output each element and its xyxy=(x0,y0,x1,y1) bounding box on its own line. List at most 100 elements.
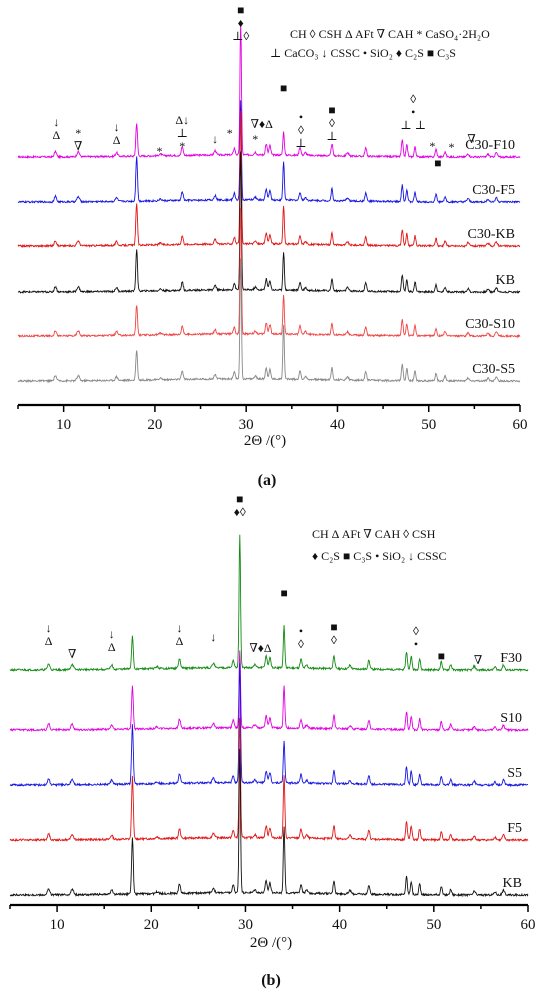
series-label-s10: S10 xyxy=(500,711,522,726)
phase-marker: • xyxy=(299,110,303,124)
phase-marker: Δ xyxy=(176,634,184,648)
x-tick-label: 60 xyxy=(513,417,528,433)
panel-b-legend-row-2: ♦ C₂S ■ C₃S • SiO₂ ↓ CSSC xyxy=(312,549,447,563)
panel-a-traces: C30-F10 C30-F5 C30-KB KB C30-S10 C30-S5 xyxy=(17,22,521,384)
panel-a-x-axis-label: 2Θ /(°) xyxy=(244,433,286,449)
xrd-trace-c30-s5 xyxy=(17,258,521,384)
panel-b-label: (b) xyxy=(261,972,281,989)
x-tick-label: 50 xyxy=(426,917,441,933)
panel-b-x-axis: 10 20 30 40 50 60 xyxy=(9,903,536,933)
panel-a-x-axis: 10 20 30 40 50 60 xyxy=(17,403,528,433)
x-tick-label: 40 xyxy=(330,417,345,433)
phase-marker: ∇ xyxy=(68,647,76,661)
phase-marker: ■ xyxy=(280,586,287,600)
phase-marker: Δ↓ xyxy=(175,113,189,127)
series-label-c30-s10: C30-S10 xyxy=(465,317,515,332)
xrd-trace-c30-f5 xyxy=(17,100,521,205)
xrd-trace-kb xyxy=(17,151,521,295)
phase-marker: ⊥ xyxy=(295,136,306,150)
phase-marker: • xyxy=(414,637,418,651)
phase-marker: ∇♦Δ xyxy=(251,117,274,131)
phase-marker: ■ xyxy=(280,81,287,95)
phase-marker: ⊥◊ xyxy=(232,29,249,43)
x-tick-label: 60 xyxy=(521,917,536,933)
x-tick-label: 30 xyxy=(239,417,254,433)
phase-marker: * xyxy=(179,139,185,153)
phase-marker: ◊ xyxy=(410,92,416,106)
phase-marker: ∇♦Δ xyxy=(249,641,272,655)
phase-marker: ⊥ xyxy=(177,126,188,140)
panel-a-phase-markers: ↓Δ *∇↓Δ*Δ↓⊥* ↓ *■♦⊥◊*∇♦Δ■•◊⊥■◊⊥◊•⊥ ⊥*■*∇ xyxy=(52,3,475,170)
panel-a-legend-row-2: ⊥ CaCO₃ ↓ CSSC • SiO₂ ♦ C₂S ■ C₃S xyxy=(270,46,456,60)
phase-marker: ■ xyxy=(328,103,335,117)
series-label-s5: S5 xyxy=(507,766,522,781)
series-label-c30-s5: C30-S5 xyxy=(472,362,515,377)
phase-marker: ↓ xyxy=(177,621,183,635)
xrd-trace-c30-kb xyxy=(17,111,521,249)
phase-marker: Δ xyxy=(108,640,116,654)
phase-marker: ■ xyxy=(434,156,441,170)
phase-marker: * xyxy=(75,126,81,140)
phase-marker: ♦◊ xyxy=(234,505,246,519)
phase-marker: ■ xyxy=(236,492,243,506)
phase-marker: ◊ xyxy=(413,624,419,638)
x-tick-label: 10 xyxy=(56,417,71,433)
phase-marker: ↓ xyxy=(114,120,120,134)
phase-marker: Δ xyxy=(113,133,121,147)
phase-marker: ⊥ xyxy=(326,129,337,143)
xrd-trace-c30-f10 xyxy=(17,22,521,160)
phase-marker: ◊ xyxy=(329,116,335,130)
phase-marker: ↓ xyxy=(212,132,218,146)
panel-b-legend-row-1: CH Δ AFt ∇ CAH ◊ CSH xyxy=(312,527,436,541)
x-tick-label: 10 xyxy=(50,917,65,933)
phase-marker: Δ xyxy=(45,634,53,648)
panel-a-legend-row-1: CH ◊ CSH Δ AFt ∇ CAH * CaSO₄·2H₂O xyxy=(290,27,490,41)
phase-marker: ♦ xyxy=(238,16,244,30)
phase-marker: ∇ xyxy=(467,132,475,146)
phase-marker: * xyxy=(429,139,435,153)
xrd-trace-s5 xyxy=(9,663,528,788)
phase-marker: ◊ xyxy=(298,637,304,651)
panel-b-traces: F30 S10 S5 F5 KB xyxy=(9,534,529,898)
phase-marker: ◊ xyxy=(298,123,304,137)
series-label-f5: F5 xyxy=(507,821,522,836)
panel-b-phase-markers: ↓Δ∇↓Δ↓Δ ↓■♦◊∇♦Δ■•◊■◊◊•■ ∇ xyxy=(45,492,483,667)
phase-marker: ↓ xyxy=(46,621,52,635)
phase-marker: Δ xyxy=(52,128,60,142)
series-label-kb: KB xyxy=(503,876,522,891)
x-tick-label: 50 xyxy=(421,417,436,433)
phase-marker: * xyxy=(156,144,162,158)
series-label-c30-kb: C30-KB xyxy=(468,227,515,242)
phase-marker: ∇ xyxy=(74,139,82,153)
xrd-trace-s10 xyxy=(10,650,529,733)
panel-b-legend: CH Δ AFt ∇ CAH ◊ CSH ♦ C₂S ■ C₃S • SiO₂ … xyxy=(312,527,447,563)
phase-marker: ∇ xyxy=(474,653,482,667)
panel-a-legend: CH ◊ CSH Δ AFt ∇ CAH * CaSO₄·2H₂O ⊥ CaCO… xyxy=(270,27,490,60)
phase-marker: * xyxy=(227,126,233,140)
phase-marker: ⊥ ⊥ xyxy=(400,118,426,132)
xrd-trace-f5 xyxy=(9,718,529,843)
panel-b-x-axis-label: 2Θ /(°) xyxy=(250,935,292,951)
series-label-c30-f10: C30-F10 xyxy=(465,138,515,153)
xrd-trace-f30 xyxy=(9,534,529,673)
x-tick-label: 20 xyxy=(144,917,159,933)
phase-marker: • xyxy=(299,624,303,638)
phase-marker: * xyxy=(449,140,455,154)
phase-marker: • xyxy=(411,105,415,119)
series-label-c30-f5: C30-F5 xyxy=(472,183,515,198)
phase-marker: ■ xyxy=(330,620,337,634)
x-tick-label: 40 xyxy=(332,917,347,933)
series-label-kb: KB xyxy=(496,273,515,288)
phase-marker: ■ xyxy=(438,649,445,663)
phase-marker: ■ xyxy=(237,3,244,17)
phase-marker: * xyxy=(252,132,258,146)
phase-marker: ◊ xyxy=(331,633,337,647)
xrd-trace-kb xyxy=(9,748,529,898)
phase-marker: ↓ xyxy=(53,115,59,129)
phase-marker: ↓ xyxy=(210,630,216,644)
x-tick-label: 20 xyxy=(147,417,162,433)
panel-a-label: (a) xyxy=(258,472,277,489)
